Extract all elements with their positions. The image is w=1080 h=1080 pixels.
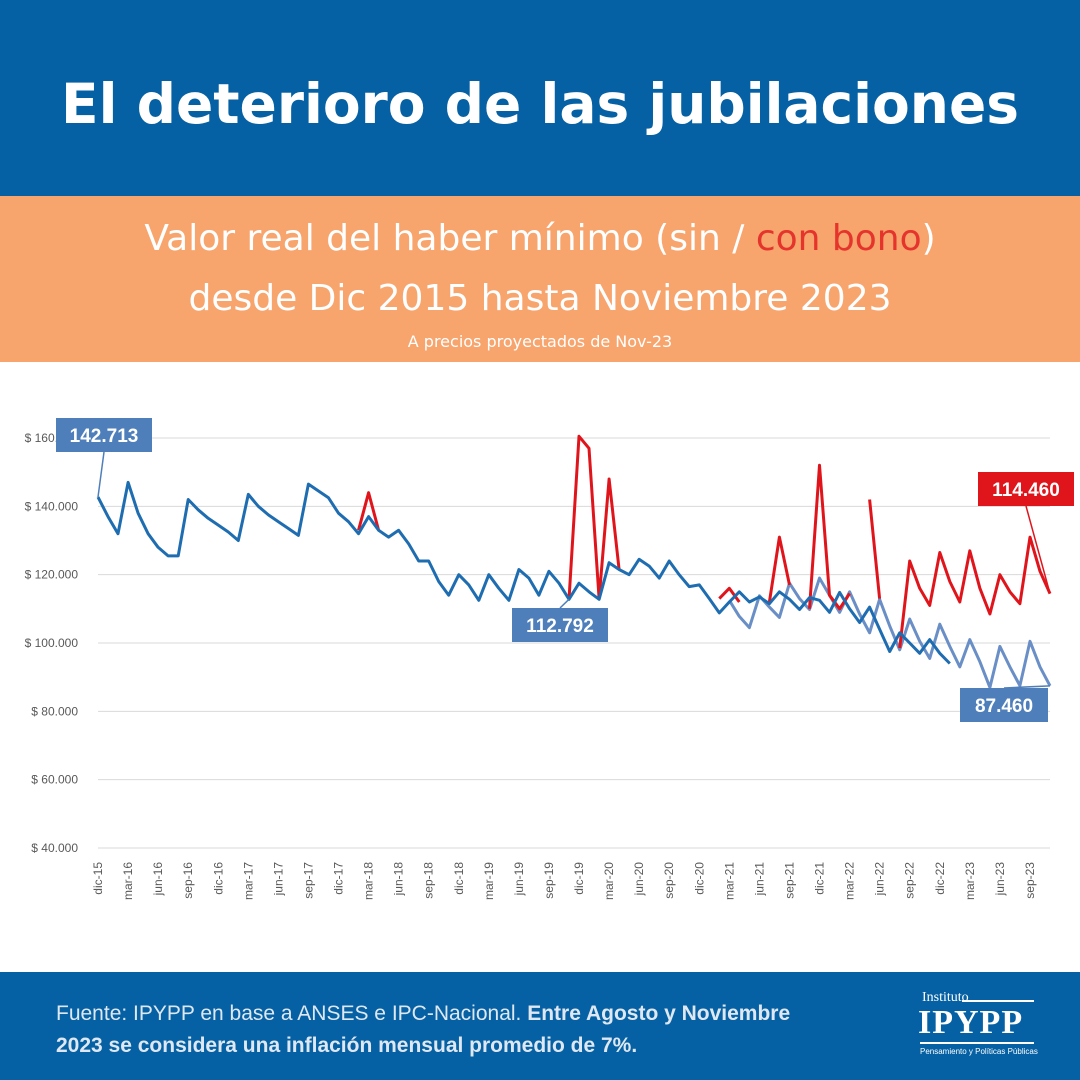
x-tick-label: mar-23	[963, 862, 977, 900]
x-tick-label: mar-21	[722, 862, 736, 900]
x-tick-label: jun-18	[392, 862, 406, 897]
x-tick-label: mar-17	[241, 862, 255, 900]
callout-leader	[1025, 505, 1051, 594]
x-tick-label: jun-17	[271, 862, 285, 897]
y-tick-label: $ 140.000	[25, 499, 79, 513]
x-tick-label: jun-19	[512, 862, 526, 897]
x-tick-label: dic-19	[572, 862, 586, 895]
x-tick-label: dic-21	[813, 862, 827, 895]
logo-top-text: Instituto	[922, 990, 969, 1005]
callout-label: 142.713	[70, 426, 139, 447]
x-tick-label: jun-23	[993, 862, 1007, 897]
series-line-sin-bono	[96, 480, 951, 665]
callout-box	[960, 688, 1048, 722]
x-tick-label: sep-23	[1023, 862, 1037, 899]
subtitle-line-3: A precios proyectados de Nov-23	[407, 332, 673, 351]
x-tick-label: dic-17	[332, 862, 346, 895]
callout-label: 87.460	[975, 696, 1033, 717]
x-tick-label: sep-19	[542, 862, 556, 899]
callout-leader	[97, 451, 105, 498]
x-tick-label: mar-19	[482, 862, 496, 900]
callout-label: 112.792	[526, 616, 594, 637]
y-tick-label: $ 120.000	[25, 568, 79, 582]
subtitle-line-2: desde Dic 2015 hasta Noviembre 2023	[188, 278, 892, 319]
y-tick-label: $ 100.000	[25, 636, 79, 650]
x-tick-label: sep-18	[422, 862, 436, 899]
logo-rule-bottom	[920, 1042, 1034, 1044]
x-tick-label: mar-20	[602, 862, 616, 900]
callout-leader	[1003, 685, 1051, 689]
x-tick-label: dic-18	[452, 862, 466, 895]
callout-label: 114.460	[992, 480, 1060, 501]
x-tick-label: mar-16	[121, 862, 135, 900]
source-plain: Fuente: IPYPP en base a ANSES e IPC-Naci…	[56, 1002, 522, 1025]
subtitle-con-bono: con bono	[755, 218, 922, 259]
ipypp-logo: Instituto IPYPP Pensamiento y Políticas …	[918, 990, 1038, 1070]
y-tick-label: $ 60.000	[31, 773, 78, 787]
callout-leader	[559, 598, 570, 609]
subtitle-sin-bono: Valor real del haber mínimo (sin /	[144, 218, 756, 259]
subtitle-line-1: Valor real del haber mínimo (sin / con b…	[0, 218, 1080, 259]
source-bold: Entre Agosto y Noviembre 2023 se conside…	[56, 1002, 791, 1057]
logo-main-text: IPYPP	[918, 1004, 1024, 1041]
callout-box	[56, 418, 152, 452]
x-tick-label: sep-17	[301, 862, 315, 899]
callout-box	[512, 608, 608, 642]
chart-area: $ 40.000 $ 60.000 $ 80.000 $ 100.000 $ 120.0…	[0, 362, 1080, 972]
x-tick-label: jun-20	[632, 862, 646, 897]
x-tick-label: dic-22	[933, 862, 947, 895]
y-tick-label: $ 80.000	[31, 704, 78, 718]
subtitle-close-paren: )	[921, 218, 936, 259]
x-tick-label: sep-22	[903, 862, 917, 899]
x-tick-label: jun-21	[752, 862, 766, 897]
x-tick-label: jun-16	[151, 862, 165, 897]
callout-box	[978, 472, 1074, 506]
x-tick-label: sep-21	[782, 862, 796, 899]
x-tick-label: mar-18	[362, 862, 376, 900]
x-tick-label: dic-15	[91, 862, 105, 895]
x-tick-label: dic-20	[692, 862, 706, 895]
line-chart: $ 40.000 $ 60.000 $ 80.000 $ 100.000 $ 120.0…	[25, 418, 1074, 900]
x-tick-label: sep-16	[181, 862, 195, 899]
series-line-con-bono	[357, 434, 1052, 649]
logo-sub-text: Pensamiento y Políticas Públicas	[920, 1047, 1038, 1056]
x-tick-label: dic-16	[211, 862, 225, 895]
source-note: Fuente: IPYPP en base a ANSES e IPC-Naci…	[56, 998, 836, 1062]
x-tick-label: jun-22	[873, 862, 887, 897]
page-title: El deterioro de las jubilaciones	[61, 72, 1019, 136]
footer-band: Fuente: IPYPP en base a ANSES e IPC-Naci…	[0, 972, 1080, 1080]
x-tick-label: sep-20	[662, 862, 676, 899]
series-line-sin-bono-light	[728, 576, 1052, 689]
logo-rule-top	[962, 1000, 1034, 1002]
x-tick-label: mar-22	[843, 862, 857, 900]
header-band: El deterioro de las jubilaciones	[0, 0, 1080, 196]
subtitle-band: Valor real del haber mínimo (sin / con b…	[0, 196, 1080, 362]
y-tick-label: $ 40.000	[31, 841, 78, 855]
